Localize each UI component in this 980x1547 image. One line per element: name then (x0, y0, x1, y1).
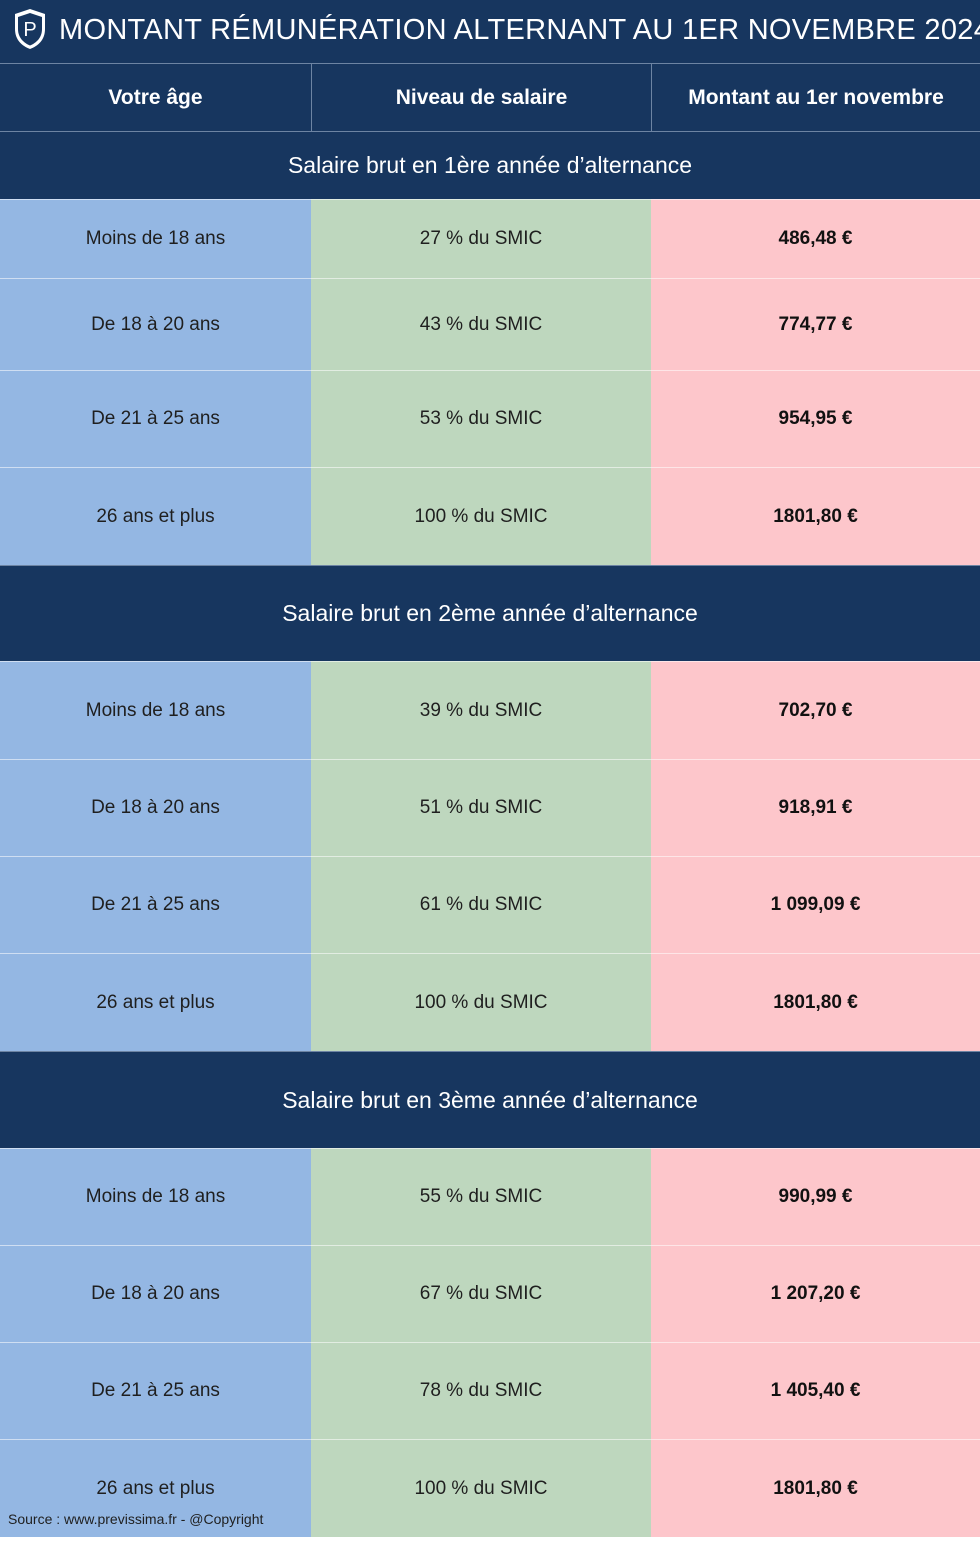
table-row: De 21 à 25 ans 61 % du SMIC 1 099,09 € (0, 856, 980, 953)
salary-level-cell: 100 % du SMIC (311, 1439, 651, 1537)
amount-cell: 1 099,09 € (651, 856, 980, 953)
table-row: Moins de 18 ans 39 % du SMIC 702,70 € (0, 661, 980, 759)
section-title: Salaire brut en 3ème année d’alternance (0, 1051, 980, 1148)
amount-cell: 702,70 € (651, 661, 980, 759)
section-title: Salaire brut en 1ère année d’alternance (0, 131, 980, 199)
table-header: Votre âge Niveau de salaire Montant au 1… (0, 63, 980, 132)
source-credit: Source : www.previssima.fr - @Copyright (8, 1511, 264, 1527)
table-row: 26 ans et plus 100 % du SMIC 1801,80 € (0, 467, 980, 565)
table-row: De 18 à 20 ans 67 % du SMIC 1 207,20 € (0, 1245, 980, 1342)
salary-level-cell: 39 % du SMIC (311, 661, 651, 759)
salary-level-cell: 53 % du SMIC (311, 370, 651, 467)
amount-cell: 918,91 € (651, 759, 980, 856)
header-age: Votre âge (108, 86, 203, 109)
amount-cell: 1801,80 € (651, 953, 980, 1051)
table-row: De 18 à 20 ans 51 % du SMIC 918,91 € (0, 759, 980, 856)
table-row: 26 ans et plus 100 % du SMIC 1801,80 € (0, 953, 980, 1051)
age-cell: De 18 à 20 ans (0, 278, 311, 370)
age-cell: De 18 à 20 ans (0, 1245, 311, 1342)
header-amount: Montant au 1er novembre (651, 64, 980, 132)
age-cell: Moins de 18 ans (0, 661, 311, 759)
shield-logo-icon: P (15, 9, 45, 49)
logo-letter: P (23, 19, 36, 41)
amount-cell: 1 207,20 € (651, 1245, 980, 1342)
salary-level-cell: 27 % du SMIC (311, 199, 651, 278)
salary-level-cell: 100 % du SMIC (311, 953, 651, 1051)
salary-level-cell: 55 % du SMIC (311, 1148, 651, 1245)
page-title: MONTANT RÉMUNÉRATION ALTERNANT AU 1ER NO… (59, 14, 980, 46)
age-cell: 26 ans et plus (0, 467, 311, 565)
salary-level-cell: 51 % du SMIC (311, 759, 651, 856)
table-row: Moins de 18 ans 55 % du SMIC 990,99 € (0, 1148, 980, 1245)
table-row: De 21 à 25 ans 78 % du SMIC 1 405,40 € (0, 1342, 980, 1439)
age-cell: 26 ans et plus (0, 953, 311, 1051)
salary-level-cell: 78 % du SMIC (311, 1342, 651, 1439)
title-bar: P MONTANT RÉMUNÉRATION ALTERNANT AU 1ER … (0, 0, 980, 63)
salary-level-cell: 61 % du SMIC (311, 856, 651, 953)
amount-cell: 990,99 € (651, 1148, 980, 1245)
salary-level-cell: 100 % du SMIC (311, 467, 651, 565)
table-row: 26 ans et plus 100 % du SMIC 1801,80 € (0, 1439, 980, 1537)
age-cell: De 21 à 25 ans (0, 370, 311, 467)
age-cell: 26 ans et plus (0, 1439, 311, 1537)
amount-cell: 1801,80 € (651, 467, 980, 565)
header-salary-level: Niveau de salaire (311, 64, 651, 132)
table-row: De 21 à 25 ans 53 % du SMIC 954,95 € (0, 370, 980, 467)
amount-cell: 954,95 € (651, 370, 980, 467)
salary-level-cell: 43 % du SMIC (311, 278, 651, 370)
amount-cell: 774,77 € (651, 278, 980, 370)
salary-level-cell: 67 % du SMIC (311, 1245, 651, 1342)
age-cell: Moins de 18 ans (0, 199, 311, 278)
table-row: Moins de 18 ans 27 % du SMIC 486,48 € (0, 199, 980, 278)
age-cell: De 21 à 25 ans (0, 856, 311, 953)
amount-cell: 1 405,40 € (651, 1342, 980, 1439)
age-cell: Moins de 18 ans (0, 1148, 311, 1245)
age-cell: De 21 à 25 ans (0, 1342, 311, 1439)
amount-cell: 1801,80 € (651, 1439, 980, 1537)
amount-cell: 486,48 € (651, 199, 980, 278)
section-title: Salaire brut en 2ème année d’alternance (0, 565, 980, 661)
age-cell: De 18 à 20 ans (0, 759, 311, 856)
table-row: De 18 à 20 ans 43 % du SMIC 774,77 € (0, 278, 980, 370)
